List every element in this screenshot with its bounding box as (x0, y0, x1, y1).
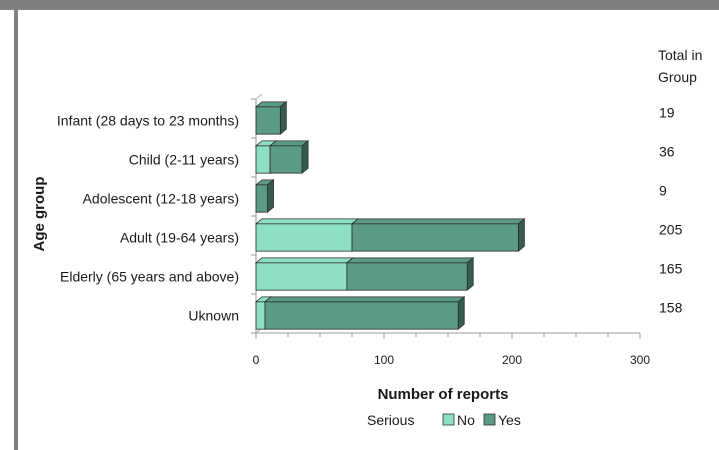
bar-top-face (350, 218, 526, 225)
bar-top-face (345, 257, 475, 264)
bar-no-3 (254, 217, 360, 253)
bar-front-face (255, 106, 281, 135)
bar-yes-2 (254, 178, 275, 214)
legend-title: Serious (367, 412, 414, 428)
bar-side-face (279, 100, 287, 136)
x-tick-label: 0 (253, 353, 260, 367)
x-tick-label: 100 (374, 353, 394, 367)
back-wall-edge (255, 93, 263, 100)
bar-top-face (263, 296, 466, 303)
chart-legend: Serious No Yes (367, 412, 521, 428)
bar-front-face (269, 145, 303, 174)
group-totals: 19 36 9 205 165 158 (659, 105, 683, 316)
window-left-border (14, 10, 18, 450)
legend-swatch-no (442, 413, 455, 426)
category-labels: Infant (28 days to 23 months) Child (2-11… (57, 113, 239, 324)
category-label: Elderly (65 years and above) (60, 269, 239, 285)
x-tick-labels: 0 100 200 300 (253, 353, 651, 367)
bar-yes-1 (268, 139, 310, 175)
group-total-label: 9 (659, 183, 667, 199)
bar-front-face (351, 223, 519, 252)
bar-top-face (254, 257, 354, 264)
x-axis-title: Number of reports (378, 386, 509, 403)
group-total-label: 19 (659, 105, 675, 121)
bar-front-face (255, 145, 271, 174)
chart-bars (254, 100, 526, 331)
totals-header-line-1: Total in (658, 47, 702, 63)
group-total-label: 158 (659, 300, 683, 316)
bar-yes-4 (345, 256, 475, 292)
y-axis-title: Age group (31, 177, 48, 252)
bar-side-face (457, 295, 465, 331)
bar-side-face (301, 139, 309, 175)
totals-header-line-2: Group (658, 69, 697, 85)
group-total-label: 205 (659, 222, 683, 238)
bar-front-face (255, 301, 266, 330)
bar-no-4 (254, 256, 354, 292)
bar-front-face (255, 223, 353, 252)
bar-yes-0 (254, 100, 288, 136)
bar-front-face (346, 262, 468, 291)
bar-front-face (255, 262, 348, 291)
legend-label-no: No (457, 412, 475, 428)
bar-yes-3 (350, 217, 526, 253)
window-top-border (0, 0, 719, 10)
category-label: Adult (19-64 years) (120, 230, 239, 246)
category-label: Child (2-11 years) (129, 152, 239, 168)
bar-yes-5 (263, 295, 466, 331)
category-label: Uknown (188, 308, 239, 324)
legend-swatch-yes (483, 413, 496, 426)
bar-front-face (255, 184, 268, 213)
chart-axes (251, 93, 641, 339)
bar-top-face (254, 218, 360, 225)
bar-side-face (466, 256, 474, 292)
category-label: Adolescent (12-18 years) (83, 191, 239, 207)
bar-side-face (518, 217, 525, 253)
group-total-label: 165 (659, 261, 683, 277)
category-label: Infant (28 days to 23 months) (57, 113, 239, 129)
legend-label-yes: Yes (498, 412, 521, 428)
bar-side-face (267, 178, 274, 214)
x-tick-label: 300 (630, 353, 650, 367)
x-tick-label: 200 (502, 353, 522, 367)
bar-front-face (264, 301, 459, 330)
group-total-label: 36 (659, 144, 675, 160)
